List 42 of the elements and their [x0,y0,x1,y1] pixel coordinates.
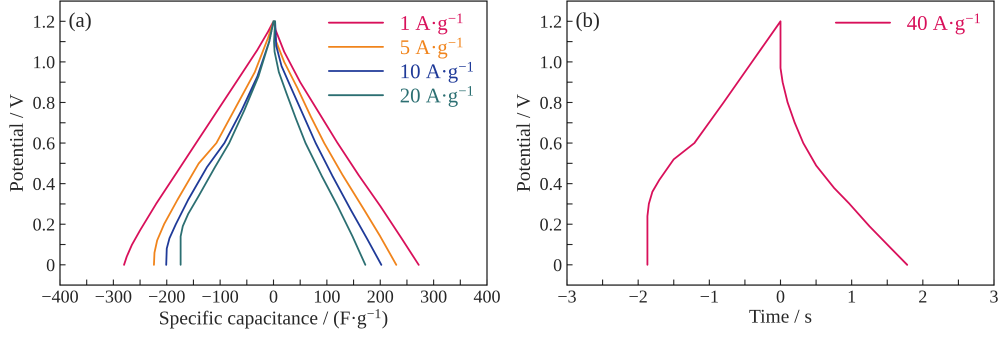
y-tick-label: 1.2 [34,16,54,28]
y-tick-label: 0.2 [540,218,562,231]
y-axis-title: Potential / V [516,94,530,192]
x-tick-label: 300 [420,290,446,303]
y-tick-label: 0.8 [33,96,54,109]
x-tick-label: −3 [558,290,576,303]
legend-label: 40 A·g$^{−1}$ [907,14,980,34]
x-tick-label: −200 [149,290,185,303]
legend-label: 5 A·g$^{−1}$ [400,38,463,58]
y-axis-title: Potential / V [9,94,24,192]
annotation: (a) [69,12,91,32]
legend-label: 20 A·g$^{−1}$ [400,86,473,107]
x-tick-label: 400 [474,290,500,303]
y-tick-label: 0.4 [540,178,562,190]
x-tick-label: −300 [96,290,132,303]
y-tick-label: 0 [554,259,562,272]
y-tick-label: 1.2 [541,16,562,28]
x-tick-label: 0 [776,290,784,303]
legend-label: 1 A·g$^{−1}$ [402,14,463,34]
y-tick-label: 1.0 [34,56,54,68]
x-tick-label: −400 [42,290,78,303]
x-tick-label: 0 [270,290,278,303]
annotation: (b) [576,12,599,32]
y-tick-label: 0.6 [33,137,55,150]
y-tick-label: 0 [46,259,54,272]
x-tick-label: −2 [629,290,647,302]
y-tick-label: 0.4 [33,178,55,190]
y-tick-label: 0.2 [33,218,54,231]
x-axis-title: Time / s [749,310,812,323]
y-tick-label: 0.6 [540,137,562,150]
legend-label: 10 A·g$^{−1}$ [402,62,473,83]
x-axis-title: Specific capacitance / (F·g$^{−1}$) [160,309,388,329]
x-tick-label: 1 [848,290,856,302]
line-series [646,20,908,266]
x-tick-label: 100 [314,290,340,303]
x-tick-label: 2 [919,290,926,302]
x-tick-label: 3 [990,290,998,303]
y-tick-label: 0.8 [540,96,562,109]
x-tick-label: −100 [202,290,238,303]
x-tick-label: 200 [368,290,394,303]
x-tick-label: −1 [700,290,718,302]
y-tick-label: 1.0 [541,56,562,68]
